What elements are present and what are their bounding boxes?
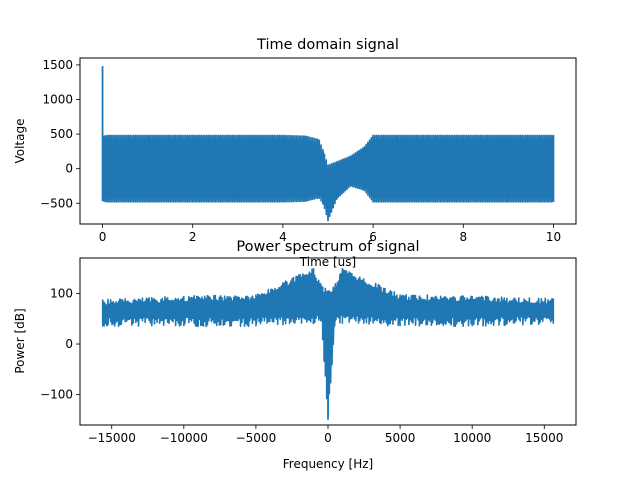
axes-frame (79, 57, 577, 225)
x-tick-label: −5000 (236, 431, 277, 445)
x-tick-label: 2 (189, 230, 197, 244)
x-tick-label: 15000 (525, 431, 563, 445)
y-tick-label: −500 (40, 196, 73, 210)
y-axis-label: Voltage (13, 118, 27, 163)
time-domain-chart: Time domain signal 0 2 4 6 8 10 −500 0 500 1000 1… (13, 37, 577, 269)
y-axis-label: Power [dB] (13, 308, 27, 373)
x-tick-label: 10000 (453, 431, 491, 445)
x-tick-label: 4 (279, 230, 287, 244)
y-tick-label: 500 (50, 127, 73, 141)
x-tick-label: 6 (369, 230, 377, 244)
chart-title: Time domain signal (256, 37, 399, 53)
y-tick-label: 1000 (42, 93, 73, 107)
plot-area (101, 268, 555, 420)
chart-title: Power spectrum of signal (236, 239, 419, 255)
x-axis-label: Frequency [Hz] (283, 457, 374, 471)
plot-area (101, 66, 555, 222)
x-tick-label: 5000 (385, 431, 416, 445)
y-tick-label: 1500 (42, 58, 73, 72)
x-tick-label: −10000 (160, 431, 208, 445)
y-tick-label: −100 (40, 388, 73, 402)
x-axis-label: Time [us] (299, 255, 356, 269)
y-tick-label: 100 (50, 286, 73, 300)
x-tick-label: 0 (99, 230, 107, 244)
x-tick-label: 10 (546, 230, 561, 244)
x-tick-label: −15000 (88, 431, 136, 445)
y-axis: −500 0 500 1000 1500 (40, 58, 80, 210)
y-axis: −100 0 100 (40, 286, 80, 402)
x-tick-label: 0 (324, 431, 332, 445)
x-axis: 0 2 4 6 8 10 (99, 224, 561, 244)
power-spectrum-chart: −15000 −10000 −5000 0 5000 10000 15000 −100 0 10… (13, 239, 577, 471)
x-tick-label: 8 (459, 230, 467, 244)
y-tick-label: 0 (65, 162, 73, 176)
y-tick-label: 0 (65, 337, 73, 351)
x-axis: −15000 −10000 −5000 0 5000 10000 15000 (88, 425, 563, 445)
